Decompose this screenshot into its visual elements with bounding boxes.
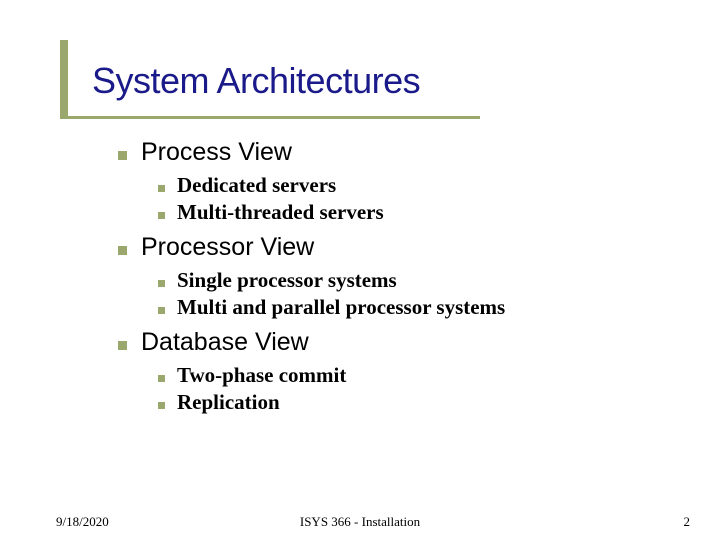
slide-title: System Architectures [92,60,720,102]
list-item: Multi-threaded servers [158,200,720,225]
title-accent-bar [60,40,68,118]
section-items: Dedicated servers Multi-threaded servers [158,173,720,225]
section-heading: Process View [118,138,720,167]
content-area: Process View Dedicated servers Multi-thr… [118,138,720,415]
bullet-icon [118,151,127,160]
list-item-text: Single processor systems [177,268,397,293]
bullet-icon [158,280,165,287]
list-item: Single processor systems [158,268,720,293]
bullet-icon [158,307,165,314]
section-heading-text: Processor View [141,233,314,262]
list-item-text: Replication [177,390,280,415]
bullet-icon [158,212,165,219]
list-item-text: Two-phase commit [177,363,346,388]
bullet-icon [158,185,165,192]
bullet-icon [118,246,127,255]
bullet-icon [158,402,165,409]
list-item-text: Dedicated servers [177,173,336,198]
section-items: Single processor systems Multi and paral… [158,268,720,320]
footer-page: 2 [684,514,691,530]
section-heading: Processor View [118,233,720,262]
bullet-icon [158,375,165,382]
section-items: Two-phase commit Replication [158,363,720,415]
list-item-text: Multi and parallel processor systems [177,295,505,320]
footer-center: ISYS 366 - Installation [300,514,420,530]
list-item-text: Multi-threaded servers [177,200,384,225]
section-heading-text: Database View [141,328,309,357]
section-heading-text: Process View [141,138,292,167]
title-underline [60,116,480,119]
footer-date: 9/18/2020 [56,514,109,530]
section-heading: Database View [118,328,720,357]
list-item: Two-phase commit [158,363,720,388]
list-item: Replication [158,390,720,415]
slide: System Architectures Process View Dedica… [0,0,720,540]
list-item: Dedicated servers [158,173,720,198]
list-item: Multi and parallel processor systems [158,295,720,320]
title-wrap: System Architectures [60,60,720,102]
bullet-icon [118,341,127,350]
